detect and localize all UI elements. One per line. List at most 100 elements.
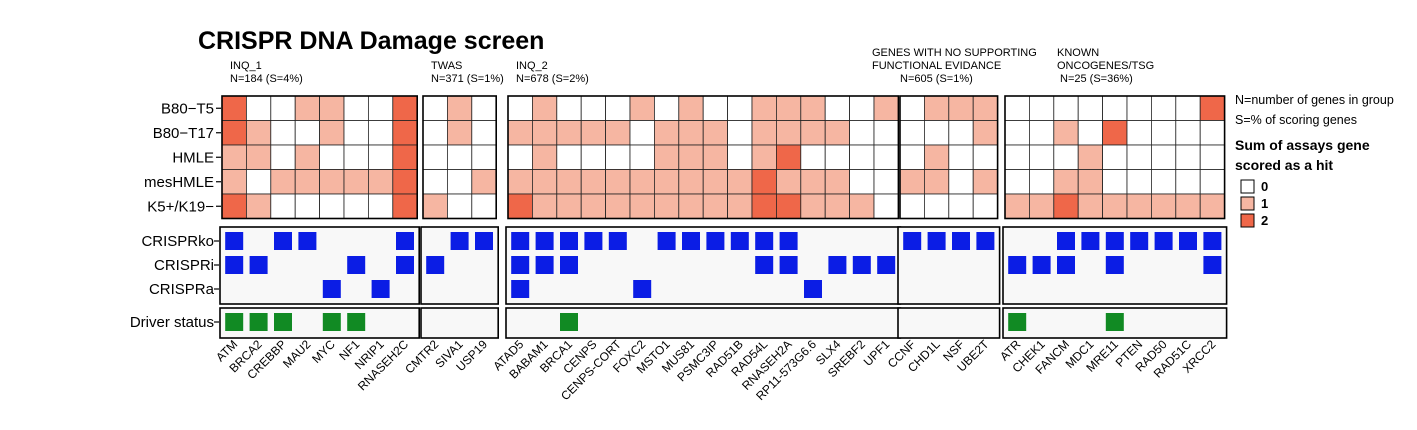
heat-cell-atad5-r2 (507, 144, 533, 170)
heat-cell-myc-r4 (319, 193, 345, 219)
row-labels: B80−T5 B80−T17 HMLE mesHMLE K5+/K19− CRISPRko… (130, 100, 221, 331)
heat-cell-rad51c-r1 (1175, 120, 1201, 146)
heat-cell-chd1l-r3 (924, 169, 950, 195)
assay-mark-rnaseh2c-crispri (396, 256, 414, 274)
assay-mark-rad51b-crisprko (730, 232, 749, 250)
driver-mark-atm (225, 313, 244, 331)
heat-cell-siva1-r3 (446, 169, 473, 195)
row-label-cell-line-2: HMLE (172, 149, 214, 166)
heat-cell-rp11-573g6.6-r1 (800, 120, 826, 146)
row-label-crispra: CRISPRa (149, 281, 215, 298)
heat-cell-msto1-r2 (654, 144, 680, 170)
heat-cell-cenps-cort-r3 (605, 169, 631, 195)
heat-cell-ube2t-r1 (972, 120, 999, 146)
heat-cell-cmtr2-r1 (422, 120, 448, 146)
assay-mark-brca2-crispri (249, 256, 268, 274)
heat-cell-foxc2-r2 (629, 144, 655, 170)
heat-cell-slx4-r2 (824, 144, 851, 170)
heat-cell-usp19-r0 (471, 95, 497, 121)
heat-cell-ube2t-r0 (972, 95, 999, 121)
assay-mark-rad51c-crisprko (1179, 232, 1197, 250)
heat-cell-usp19-r2 (471, 144, 497, 170)
group-label-0-0: INQ_1 (230, 60, 262, 72)
heat-cell-brca1-r1 (556, 120, 582, 146)
heat-cell-rad51c-r2 (1175, 144, 1201, 170)
row-label-driver-status: Driver status (130, 314, 214, 331)
heat-cell-rad54l-r2 (751, 144, 777, 170)
legend-title-1: Sum of assays gene (1235, 137, 1370, 153)
heat-cell-foxc2-r0 (629, 95, 655, 121)
assay-mark-slx4-crispri (828, 256, 847, 274)
heat-panel-border (422, 95, 497, 220)
assay-mark-mre11-crispri (1105, 256, 1124, 274)
heat-cell-siva1-r2 (446, 144, 473, 170)
heat-cell-atm-r3 (221, 169, 247, 195)
heat-cell-myc-r0 (319, 95, 345, 121)
heat-cell-babam1-r2 (532, 144, 558, 170)
heat-cell-foxc2-r1 (629, 120, 655, 146)
heat-cell-mus81-r0 (678, 95, 704, 121)
heat-cell-chd1l-r1 (924, 120, 950, 146)
driver-panel (897, 307, 1001, 339)
heat-cell-pten-r2 (1126, 144, 1152, 170)
heat-cell-cenps-cort-r1 (605, 120, 631, 146)
heat-cell-brca2-r2 (245, 144, 272, 170)
heat-cell-ccnf-r0 (899, 95, 925, 121)
heat-cell-mdc1-r2 (1077, 144, 1103, 170)
heat-cell-chd1l-r2 (924, 144, 950, 170)
heat-cell-atr-r2 (1004, 144, 1030, 170)
group-label-4-0: KNOWN (1057, 47, 1099, 59)
heat-cell-mre11-r2 (1102, 144, 1128, 170)
heat-cell-srebf2-r2 (849, 144, 875, 170)
group-label-3-0: GENES WITH NO SUPPORTING (872, 47, 1037, 59)
heat-cells (221, 95, 1226, 220)
heat-cell-foxc2-r4 (629, 193, 655, 219)
heat-cell-atr-r1 (1004, 120, 1030, 146)
assay-mark-chd1l-crisprko (927, 232, 946, 250)
heat-cell-srebf2-r1 (849, 120, 875, 146)
assay-mark-rnaseh2c-crisprko (396, 232, 414, 250)
heat-cell-msto1-r3 (654, 169, 680, 195)
heat-cell-nf1-r2 (343, 144, 369, 170)
assay-mark-atm-crispri (225, 256, 244, 274)
heat-cell-slx4-r3 (824, 169, 851, 195)
heat-cell-rad51b-r2 (727, 144, 753, 170)
heat-cell-mre11-r4 (1102, 193, 1128, 219)
assay-mark-atm-crisprko (225, 232, 244, 250)
heat-cell-upf1-r2 (873, 144, 899, 170)
driver-mark-myc (322, 313, 341, 331)
heat-cell-cmtr2-r4 (422, 193, 448, 219)
group-label-4-2: N=25 (S=36%) (1060, 73, 1133, 85)
heat-cell-cenps-cort-r2 (605, 144, 631, 170)
group-label-2-0: INQ_2 (516, 60, 548, 72)
heat-cell-rad51b-r0 (727, 95, 753, 121)
heat-cell-crebbp-r4 (270, 193, 296, 219)
assay-mark-fancm-crispri (1057, 256, 1075, 274)
heat-cell-cmtr2-r2 (422, 144, 448, 170)
heat-cell-rnaseh2a-r0 (776, 95, 802, 121)
driver-mark-mre11 (1105, 313, 1124, 331)
assay-mark-usp19-crisprko (475, 232, 493, 250)
heat-cell-rnaseh2c-r2 (392, 144, 418, 170)
heat-cell-crebbp-r0 (270, 95, 296, 121)
group-label-4-1: ONCOGENES/TSG (1057, 60, 1154, 72)
heat-cell-atr-r0 (1004, 95, 1030, 121)
heat-cell-crebbp-r1 (270, 120, 296, 146)
row-label-cell-line-1: B80−T17 (153, 125, 214, 142)
heat-cell-rad50-r0 (1151, 95, 1177, 121)
heat-cell-siva1-r1 (446, 120, 473, 146)
assay-mark-mre11-crisprko (1105, 232, 1124, 250)
heat-cell-nf1-r1 (343, 120, 369, 146)
heat-cell-atm-r0 (221, 95, 247, 121)
heat-cell-rnaseh2c-r3 (392, 169, 418, 195)
assay-mark-brca1-crisprko (560, 232, 578, 250)
heat-cell-rad50-r1 (1151, 120, 1177, 146)
heat-cell-cenps-r0 (580, 95, 607, 121)
heat-cell-babam1-r4 (532, 193, 558, 219)
heat-cell-rad54l-r4 (751, 193, 777, 219)
heat-cell-upf1-r3 (873, 169, 899, 195)
driver-mark-brca2 (249, 313, 268, 331)
heat-cell-rnaseh2c-r4 (392, 193, 418, 219)
heat-cell-brca1-r2 (556, 144, 582, 170)
